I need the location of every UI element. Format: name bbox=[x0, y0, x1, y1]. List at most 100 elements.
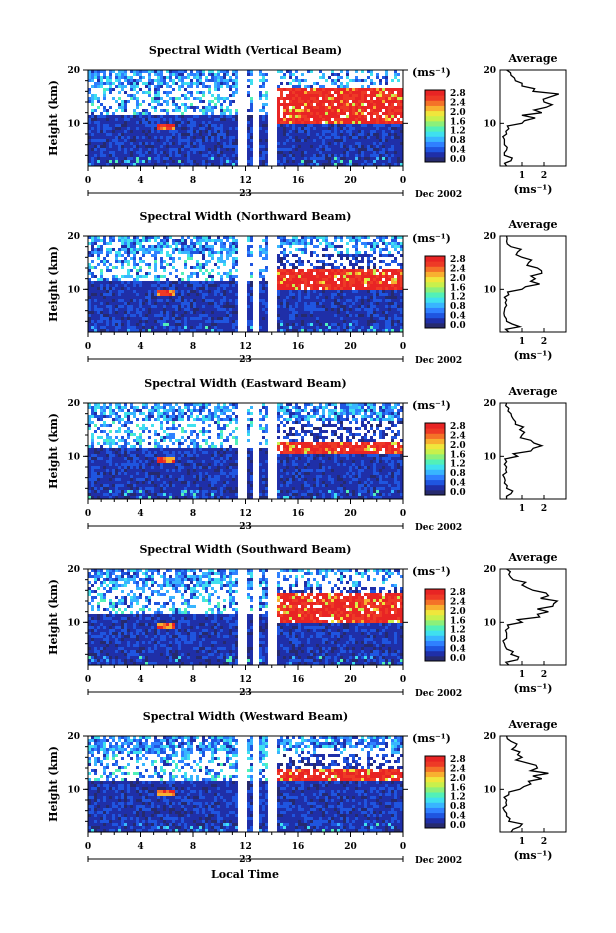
heatmap-cell bbox=[295, 94, 298, 97]
heatmap-cell bbox=[148, 145, 151, 148]
heatmap-cell bbox=[310, 121, 313, 124]
heatmap-cell bbox=[343, 145, 346, 148]
heatmap-cell bbox=[286, 130, 289, 133]
heatmap-cell bbox=[355, 251, 358, 254]
heatmap-cell bbox=[280, 308, 283, 311]
heatmap-cell bbox=[169, 124, 172, 127]
heatmap-cell bbox=[280, 88, 283, 91]
heatmap-cell bbox=[142, 251, 145, 254]
heatmap-cell bbox=[388, 148, 391, 151]
heatmap-cell bbox=[235, 305, 238, 308]
heatmap-cell bbox=[307, 311, 310, 314]
heatmap-cell bbox=[382, 142, 385, 145]
heatmap-cell bbox=[103, 130, 106, 133]
heatmap-cell bbox=[397, 130, 400, 133]
heatmap-cell bbox=[385, 139, 388, 142]
heatmap-cell bbox=[190, 293, 193, 296]
heatmap-cell bbox=[388, 103, 391, 106]
heatmap-cell bbox=[220, 76, 223, 79]
heatmap-cell bbox=[304, 160, 307, 163]
heatmap-cell bbox=[343, 275, 346, 278]
heatmap-cell bbox=[310, 154, 313, 157]
heatmap-cell bbox=[133, 109, 136, 112]
heatmap-cell bbox=[235, 124, 238, 127]
heatmap-cell bbox=[334, 73, 337, 76]
heatmap-cell bbox=[181, 94, 184, 97]
heatmap-cell bbox=[295, 266, 298, 269]
heatmap-cell bbox=[124, 248, 127, 251]
heatmap-cell bbox=[109, 85, 112, 88]
heatmap-cell bbox=[301, 323, 304, 326]
heatmap-cell bbox=[283, 160, 286, 163]
heatmap-cell bbox=[385, 136, 388, 139]
heatmap-cell bbox=[178, 76, 181, 79]
heatmap-cell bbox=[127, 118, 130, 121]
heatmap-cell bbox=[187, 305, 190, 308]
heatmap-cell bbox=[340, 94, 343, 97]
heatmap-cell bbox=[184, 157, 187, 160]
heatmap-cell bbox=[226, 127, 229, 130]
heatmap-cell bbox=[178, 124, 181, 127]
heatmap-cell bbox=[97, 79, 100, 82]
heatmap-cell bbox=[292, 106, 295, 109]
heatmap-cell bbox=[235, 281, 238, 284]
heatmap-cell bbox=[175, 239, 178, 242]
heatmap-cell bbox=[358, 305, 361, 308]
heatmap-cell bbox=[364, 157, 367, 160]
heatmap-cell bbox=[280, 278, 283, 281]
heatmap-cell bbox=[94, 97, 97, 100]
heatmap-cell bbox=[370, 115, 373, 118]
heatmap-cell bbox=[172, 293, 175, 296]
heatmap-cell bbox=[286, 88, 289, 91]
heatmap-cell bbox=[295, 88, 298, 91]
heatmap-cell bbox=[211, 311, 214, 314]
heatmap-cell bbox=[100, 130, 103, 133]
heatmap-cell bbox=[109, 136, 112, 139]
heatmap-cell bbox=[229, 293, 232, 296]
heatmap-cell bbox=[397, 103, 400, 106]
heatmap-cell bbox=[319, 151, 322, 154]
heatmap-cell bbox=[229, 136, 232, 139]
heatmap-cell bbox=[358, 323, 361, 326]
heatmap-cell bbox=[148, 305, 151, 308]
heatmap-cell bbox=[280, 293, 283, 296]
heatmap-cell bbox=[97, 130, 100, 133]
heatmap-cell bbox=[196, 151, 199, 154]
heatmap-cell bbox=[127, 326, 130, 329]
heatmap-cell bbox=[91, 121, 94, 124]
heatmap-cell bbox=[289, 139, 292, 142]
heatmap-cell bbox=[151, 245, 154, 248]
heatmap-cell bbox=[130, 287, 133, 290]
heatmap-cell bbox=[367, 88, 370, 91]
heatmap-cell bbox=[343, 317, 346, 320]
heatmap-cell bbox=[232, 157, 235, 160]
heatmap-cell bbox=[130, 157, 133, 160]
heatmap-cell bbox=[325, 287, 328, 290]
heatmap-cell bbox=[202, 239, 205, 242]
heatmap-cell bbox=[199, 263, 202, 266]
heatmap-cell bbox=[340, 91, 343, 94]
heatmap-cell bbox=[127, 308, 130, 311]
heatmap-cell bbox=[100, 299, 103, 302]
heatmap-cell bbox=[232, 124, 235, 127]
heatmap-cell bbox=[328, 263, 331, 266]
heatmap-cell bbox=[250, 251, 253, 254]
heatmap-cell bbox=[340, 154, 343, 157]
heatmap-cell bbox=[199, 124, 202, 127]
heatmap-cell bbox=[223, 317, 226, 320]
heatmap-cell bbox=[103, 115, 106, 118]
heatmap-cell bbox=[289, 311, 292, 314]
heatmap-cell bbox=[208, 251, 211, 254]
heatmap-cell bbox=[262, 314, 265, 317]
heatmap-cell bbox=[121, 151, 124, 154]
heatmap-cell bbox=[175, 290, 178, 293]
heatmap-cell bbox=[373, 148, 376, 151]
heatmap-cell bbox=[169, 139, 172, 142]
heatmap-cell bbox=[178, 73, 181, 76]
heatmap-cell bbox=[292, 278, 295, 281]
heatmap-cell bbox=[115, 127, 118, 130]
heatmap-cell bbox=[118, 323, 121, 326]
heatmap-cell bbox=[349, 293, 352, 296]
heatmap-cell bbox=[124, 302, 127, 305]
heatmap-cell bbox=[127, 263, 130, 266]
